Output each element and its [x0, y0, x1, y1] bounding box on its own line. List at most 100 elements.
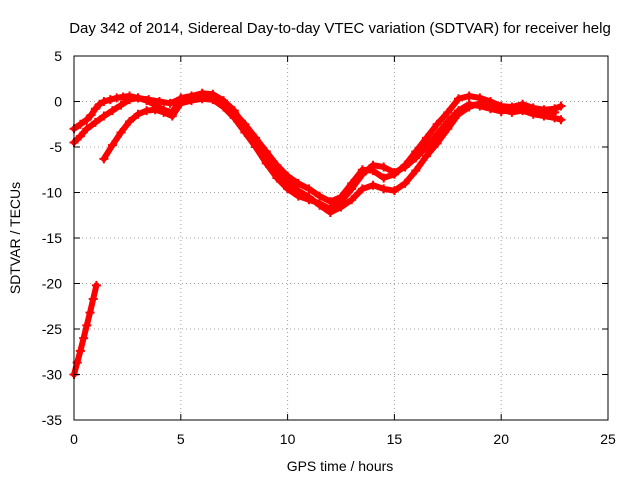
data-point	[486, 104, 496, 114]
data-point	[133, 93, 143, 103]
y-tick-label: -10	[42, 185, 62, 201]
y-tick-label: -25	[42, 321, 62, 337]
data-point	[556, 101, 566, 111]
data-point	[453, 106, 463, 116]
data-point	[475, 101, 485, 111]
x-tick-label: 25	[600, 431, 616, 447]
data-point	[357, 184, 367, 194]
data-point	[219, 102, 229, 112]
data-point	[347, 195, 357, 205]
data-point	[432, 138, 442, 148]
data-point	[379, 173, 389, 183]
data-point	[283, 184, 293, 194]
data-point	[272, 173, 282, 183]
data-point	[82, 115, 92, 125]
x-axis-label: GPS time / hours	[287, 458, 394, 474]
data-point	[91, 280, 101, 290]
chart-title: Day 342 of 2014, Sidereal Day-to-day VTE…	[69, 20, 611, 37]
data-point	[528, 104, 538, 114]
data-point	[411, 166, 421, 176]
data-point	[107, 140, 117, 150]
data-point	[85, 308, 95, 318]
x-tick-label: 15	[387, 431, 403, 447]
x-tick-label: 20	[493, 431, 509, 447]
data-point	[421, 142, 431, 152]
data-point	[186, 96, 196, 106]
data-point	[116, 100, 126, 110]
y-axis-label: SDTVAR / TECUs	[7, 182, 23, 294]
data-point	[90, 117, 100, 127]
data-point	[165, 98, 175, 108]
y-tick-label: -30	[42, 367, 62, 383]
data-point	[251, 142, 261, 152]
data-point	[315, 198, 325, 208]
data-point	[379, 184, 389, 194]
data-point	[347, 184, 357, 194]
data-point	[133, 109, 143, 119]
data-point	[368, 180, 378, 190]
data-point	[496, 107, 506, 117]
data-point	[389, 167, 399, 177]
data-point	[304, 195, 314, 205]
data-point	[411, 153, 421, 163]
data-point	[142, 106, 152, 116]
data-point	[325, 204, 335, 214]
data-point	[142, 96, 152, 106]
data-point	[90, 104, 100, 114]
data-point	[400, 162, 410, 172]
data-point	[159, 107, 169, 117]
data-point	[105, 95, 115, 105]
x-tick-label: 5	[177, 431, 185, 447]
data-point	[197, 94, 207, 104]
data-point	[293, 191, 303, 201]
data-point	[82, 124, 92, 134]
series-track-c	[99, 94, 560, 214]
data-point	[443, 117, 453, 127]
x-tick-label: 0	[70, 431, 78, 447]
data-point	[86, 110, 96, 120]
data-point	[432, 119, 442, 129]
data-point	[421, 133, 431, 143]
x-tick-label: 10	[280, 431, 296, 447]
data-point	[464, 91, 474, 101]
data-point	[432, 129, 442, 139]
y-tick-label: 0	[54, 94, 62, 110]
data-point	[167, 111, 177, 121]
y-tick-label: -5	[50, 139, 63, 155]
data-point	[389, 186, 399, 196]
data-point	[357, 169, 367, 179]
data-point	[75, 119, 85, 129]
y-tick-label: -15	[42, 230, 62, 246]
data-point	[75, 131, 85, 141]
data-point	[379, 162, 389, 172]
y-tick-label: -35	[42, 412, 62, 428]
data-point	[88, 294, 98, 304]
data-point	[208, 95, 218, 105]
data-point	[125, 117, 135, 127]
data-point	[453, 94, 463, 104]
data-point	[79, 333, 89, 343]
y-tick-label: 5	[54, 48, 62, 64]
data-point	[75, 346, 85, 356]
data-point	[556, 115, 566, 125]
data-point	[518, 102, 528, 112]
data-point	[150, 105, 160, 115]
data-point	[550, 107, 560, 117]
axis-ticks: 0 5 10 15 20 25 5 0 -5 -10 -15 -20 -25 -30 -35	[42, 48, 616, 447]
data-point	[99, 97, 109, 106]
data-point	[261, 158, 271, 168]
data-points	[69, 88, 566, 379]
data-point	[176, 98, 186, 108]
data-point	[99, 154, 109, 164]
data-point	[304, 184, 314, 194]
data-point	[336, 197, 346, 207]
data-point	[539, 106, 549, 116]
data-point	[507, 105, 517, 115]
data-point	[421, 151, 431, 161]
data-point	[229, 113, 239, 123]
data-point	[368, 160, 378, 170]
data-point	[99, 111, 109, 121]
